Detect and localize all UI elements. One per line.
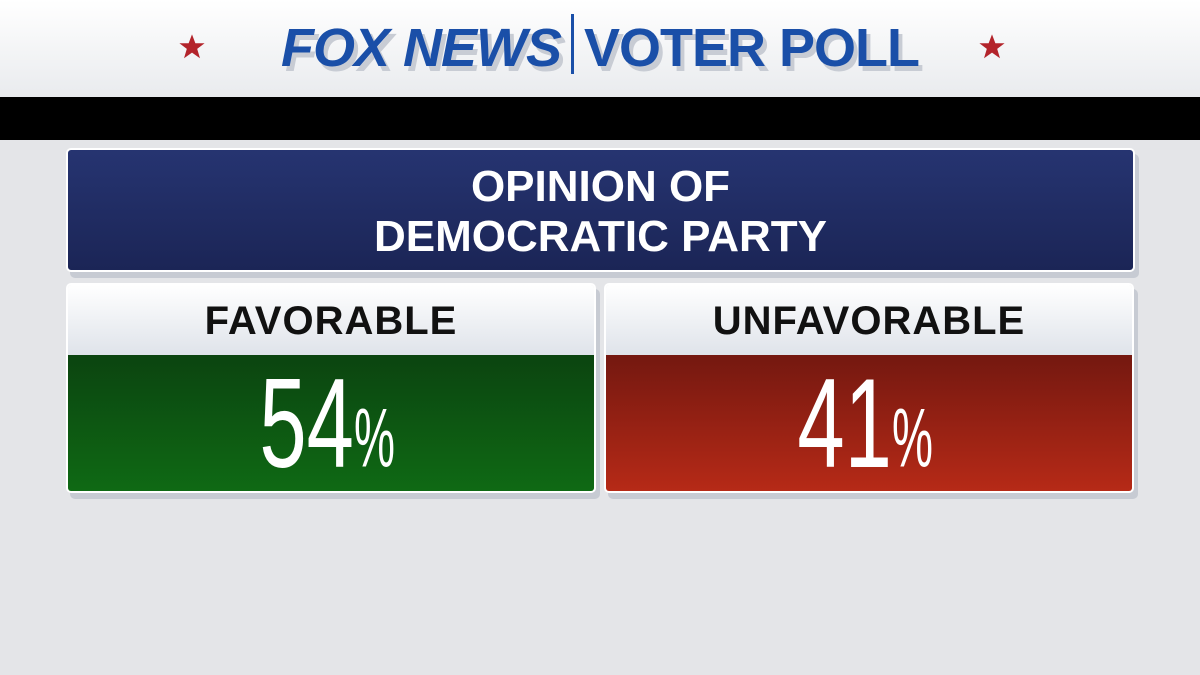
value-number: 41 xyxy=(797,352,892,493)
black-band xyxy=(0,97,1200,140)
card-label: UNFAVORABLE xyxy=(606,285,1132,355)
section: VOTER POLL xyxy=(584,18,920,78)
title-line: DEMOCRATIC PARTY xyxy=(373,212,828,261)
value-unit: % xyxy=(892,391,934,485)
value-number: 54 xyxy=(259,352,354,493)
result-card: UNFAVORABLE 41% xyxy=(604,283,1134,493)
star-icon xyxy=(979,34,1005,59)
card-value: 54% xyxy=(68,353,594,491)
separator xyxy=(571,14,574,74)
title-box: OPINION OF DEMOCRATIC PARTY xyxy=(66,148,1135,272)
star-icon xyxy=(179,34,205,59)
brand: FOX NEWS xyxy=(280,18,562,78)
card-value: 41% xyxy=(606,353,1132,491)
title-line: OPINION OF xyxy=(470,162,731,211)
header-bar xyxy=(0,0,1200,97)
value-unit: % xyxy=(354,391,396,485)
logo: FOX NEWS VOTER POLL xyxy=(0,14,1200,79)
card-label: FAVORABLE xyxy=(68,285,594,355)
result-card: FAVORABLE 54% xyxy=(66,283,596,493)
